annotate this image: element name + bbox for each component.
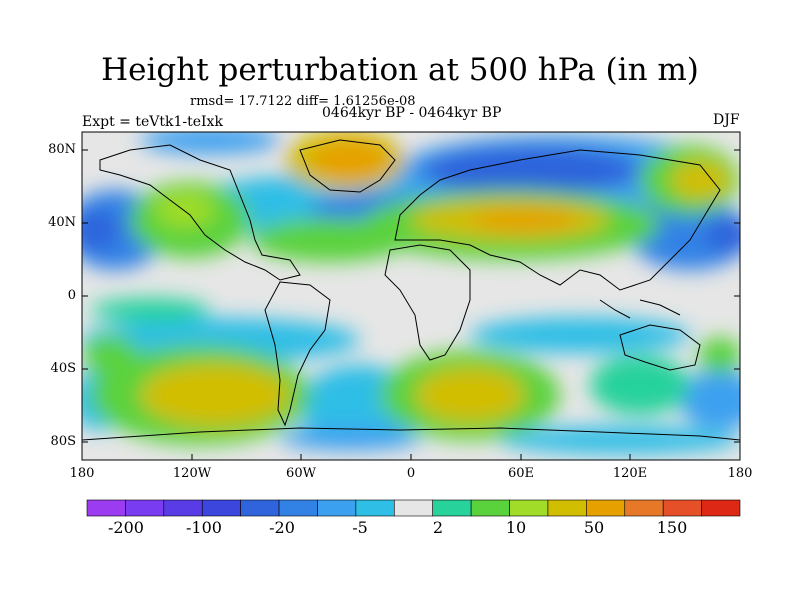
- colorbar-label: -20: [269, 518, 295, 537]
- lat-tick: 0: [67, 288, 76, 303]
- colorbar: [86, 499, 741, 517]
- field-blob: [420, 145, 640, 195]
- axis-ticks: [81, 149, 741, 460]
- field-blob: [415, 367, 525, 423]
- colorbar-swatch: [125, 499, 165, 517]
- lat-tick: 40S: [50, 361, 76, 376]
- field-blob: [698, 337, 740, 373]
- lat-tick: 40N: [48, 215, 76, 230]
- colorbar-swatch: [432, 499, 472, 517]
- colorbar-label: -5: [352, 518, 368, 537]
- colorbar-label: 150: [656, 518, 688, 537]
- plot-title: Height perturbation at 500 hPa (in m): [101, 52, 699, 88]
- lat-tick: 80S: [50, 434, 76, 449]
- africa-coast: [384, 244, 471, 361]
- field-blob: [280, 426, 420, 450]
- colorbar-label: 50: [583, 518, 605, 537]
- field-blob: [500, 426, 740, 454]
- south-america-coast: [264, 281, 331, 427]
- lon-tick: 0: [406, 466, 416, 481]
- lon-tick: 180: [69, 466, 95, 481]
- field-blob: [310, 140, 390, 180]
- lon-tick: 60W: [286, 466, 316, 481]
- colorbar-label: 2: [432, 518, 444, 537]
- period-line: 0464kyr BP - 0464kyr BP: [322, 105, 502, 121]
- field-blob: [590, 355, 690, 415]
- australia-coast: [619, 324, 701, 371]
- colorbar-swatch: [393, 499, 434, 517]
- lon-tick: 120E: [612, 466, 648, 481]
- colorbar-swatch: [586, 499, 626, 517]
- field-blob: [630, 200, 740, 270]
- field-blob: [155, 192, 215, 228]
- greenland-coast: [299, 139, 396, 193]
- colorbar-swatch: [163, 499, 203, 517]
- field-blob: [470, 208, 580, 232]
- north-america-coast: [99, 144, 301, 281]
- colorbar-swatch: [317, 499, 357, 517]
- lon-tick: 60E: [507, 466, 535, 481]
- antarctica-coast: [82, 427, 740, 441]
- height-field: [82, 132, 740, 460]
- field-blob: [82, 210, 120, 250]
- colorbar-swatch: [470, 499, 510, 517]
- colorbar-label: -200: [108, 518, 144, 537]
- colorbar-swatch: [240, 499, 280, 517]
- colorbar-swatch: [701, 499, 741, 517]
- colorbar-swatch: [355, 499, 395, 517]
- field-blob: [140, 132, 280, 154]
- colorbar-label: -100: [186, 518, 222, 537]
- eurasia-coast: [394, 149, 721, 291]
- field-blob: [680, 370, 740, 430]
- field-blob: [670, 160, 730, 200]
- season-label: DJF: [713, 112, 740, 128]
- maritime-continent-coast: [599, 299, 681, 319]
- field-blob: [470, 317, 690, 353]
- colorbar-swatch: [624, 499, 664, 517]
- coastlines: [82, 139, 740, 441]
- lon-tick: 120W: [172, 466, 212, 481]
- field-blob: [82, 335, 138, 375]
- colorbar-swatch: [662, 499, 702, 517]
- colorbar-swatch: [86, 499, 126, 517]
- colorbar-label: 10: [505, 518, 527, 537]
- lat-tick: 80N: [48, 142, 76, 157]
- field-blob: [90, 298, 210, 322]
- colorbar-swatch: [278, 499, 318, 517]
- experiment-label: Expt = teVtk1-teIxk: [82, 114, 223, 130]
- stats-line: rmsd= 17.7122 diff= 1.61256e-08: [190, 94, 416, 109]
- lon-tick: 180: [727, 466, 753, 481]
- colorbar-swatch: [509, 499, 549, 517]
- colorbar-swatch: [547, 499, 587, 517]
- field-blob: [705, 217, 740, 253]
- colorbar-swatch: [201, 499, 241, 517]
- field-blob: [140, 363, 290, 427]
